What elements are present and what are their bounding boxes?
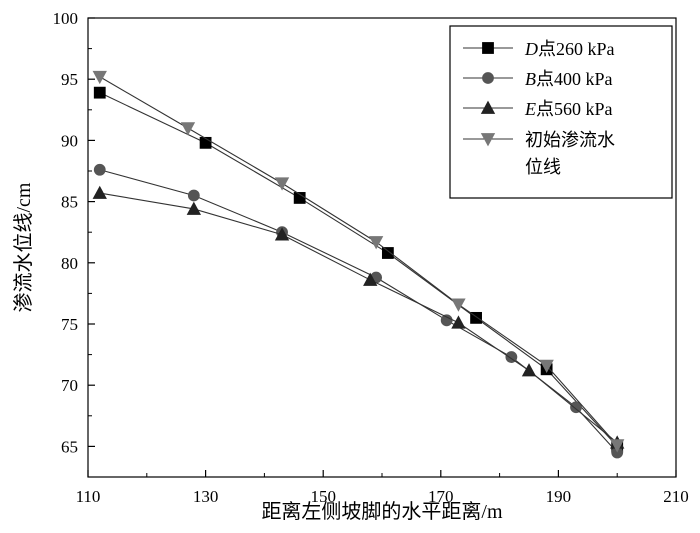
legend-item: D点260 kPa [463,39,615,59]
legend-label-point: E [524,99,536,119]
legend-marker [480,133,496,147]
x-tick-label: 190 [546,487,572,506]
x-tick-label: 210 [663,487,689,506]
y-tick-label: 70 [61,376,78,395]
legend-label: E点560 kPa [524,99,613,119]
x-axis-title: 距离左侧坡脚的水平距离/m [261,500,503,523]
legend-marker [482,72,494,84]
y-tick-label: 85 [61,193,78,212]
data-point [274,227,290,241]
legend-label: D点260 kPa [524,39,615,59]
data-point [381,247,394,259]
y-tick-label: 90 [61,131,78,150]
series-line [99,169,618,453]
legend-label-rest: 点400 kPa [536,69,613,89]
data-point [570,401,582,414]
series-2 [93,163,624,459]
data-point [451,315,466,329]
legend-item: E点560 kPa [463,99,613,119]
data-point [274,177,290,191]
x-tick-label: 150 [310,487,336,506]
y-axis-title: 渗流水位线/cm [12,182,35,312]
legend-label-point: D [524,39,538,59]
y-tick-label: 95 [61,70,78,89]
legend-label-rest: 点260 kPa [538,39,615,59]
x-axis-ticks: 110 130 150 170 190 210 [76,470,689,506]
y-tick-label: 75 [61,315,78,334]
legend-label-rest: 点560 kPa [536,99,613,119]
series-3 [92,185,625,449]
data-point [186,201,202,215]
data-point [368,236,384,250]
x-tick-label: 170 [428,487,454,506]
data-point [92,70,107,85]
legend-label: 初始渗流水 [525,130,615,150]
data-point [521,363,537,377]
series-4 [92,70,625,453]
y-axis-ticks: 65 70 75 80 85 90 95 100 [53,9,95,478]
data-point [363,272,378,286]
y-tick-label: 80 [61,254,78,273]
data-point [610,439,625,453]
legend-label-continued: 位线 [525,157,561,177]
data-point [470,311,482,324]
data-point [92,185,107,199]
x-tick-label: 130 [193,487,219,506]
data-point [451,298,466,312]
data-point [187,189,200,202]
data-point [93,163,106,176]
data-point [539,359,554,373]
legend-label: B点400 kPa [525,69,613,89]
y-tick-label: 100 [53,9,79,28]
legend-label-point: B [525,69,536,89]
data-point [180,122,196,136]
x-tick-label: 110 [76,487,101,506]
legend-marker [482,42,494,54]
legend-marker [480,100,496,114]
legend-item: B点400 kPa [463,69,613,89]
data-point [93,86,106,99]
data-point [199,136,212,149]
series-layer [92,70,625,459]
y-tick-label: 65 [61,437,78,456]
